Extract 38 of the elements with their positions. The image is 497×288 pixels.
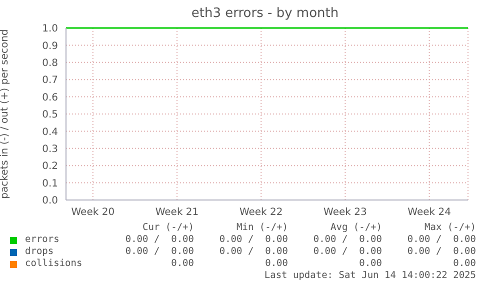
text: Last update: Sat Jun 14 14:00:22 2025 [263, 270, 476, 282]
y-tick-label: 1.0 [42, 24, 58, 35]
text: 0.00 / 0.00 [218, 234, 288, 246]
y-tick-label: 0.9 [42, 40, 58, 52]
y-axis-title: packets in (-) / out (+) per second [0, 29, 11, 199]
text: Max (-/+) [424, 222, 476, 234]
chart-title: eth3 errors - by month [190, 6, 340, 21]
text: 0.00 [452, 258, 476, 270]
text: Min (-/+) [236, 222, 288, 234]
text: 0.00 / 0.00 [124, 246, 194, 258]
y-tick-label: 0.1 [42, 178, 58, 190]
text: 0.00 [264, 258, 288, 270]
legend-label: collisions [25, 258, 82, 270]
legend-label: drops [25, 246, 54, 258]
x-tick-label: Week 21 [155, 207, 199, 218]
x-tick-label: Week 20 [71, 207, 115, 218]
y-tick-label: 0.4 [42, 126, 58, 138]
text: 0.00 / 0.00 [312, 234, 382, 246]
x-tick-label: Week 23 [324, 207, 367, 218]
y-tick-label: 0.8 [42, 58, 58, 69]
y-tick-label: 0.5 [42, 110, 58, 121]
text: 0.00 / 0.00 [124, 234, 194, 246]
x-tick-label: Week 22 [239, 207, 283, 218]
text: 0.00 / 0.00 [312, 246, 382, 258]
y-tick-label: 0.7 [42, 75, 58, 86]
text: Cur (-/+) [142, 222, 194, 234]
text: 0.00 [358, 258, 382, 270]
y-tick-label: 0.0 [42, 196, 58, 207]
y-tick-label: 0.3 [42, 144, 58, 155]
text: 0.00 [170, 258, 194, 270]
y-tick-label: 0.6 [42, 92, 58, 104]
y-tick-label: 0.2 [42, 161, 58, 172]
legend-label: errors [25, 234, 60, 246]
text: 0.00 / 0.00 [218, 246, 288, 258]
x-tick-label: Week 24 [408, 207, 451, 218]
text: Avg (-/+) [330, 222, 382, 234]
text: 0.00 / 0.00 [406, 246, 476, 258]
text: 0.00 / 0.00 [406, 234, 476, 246]
